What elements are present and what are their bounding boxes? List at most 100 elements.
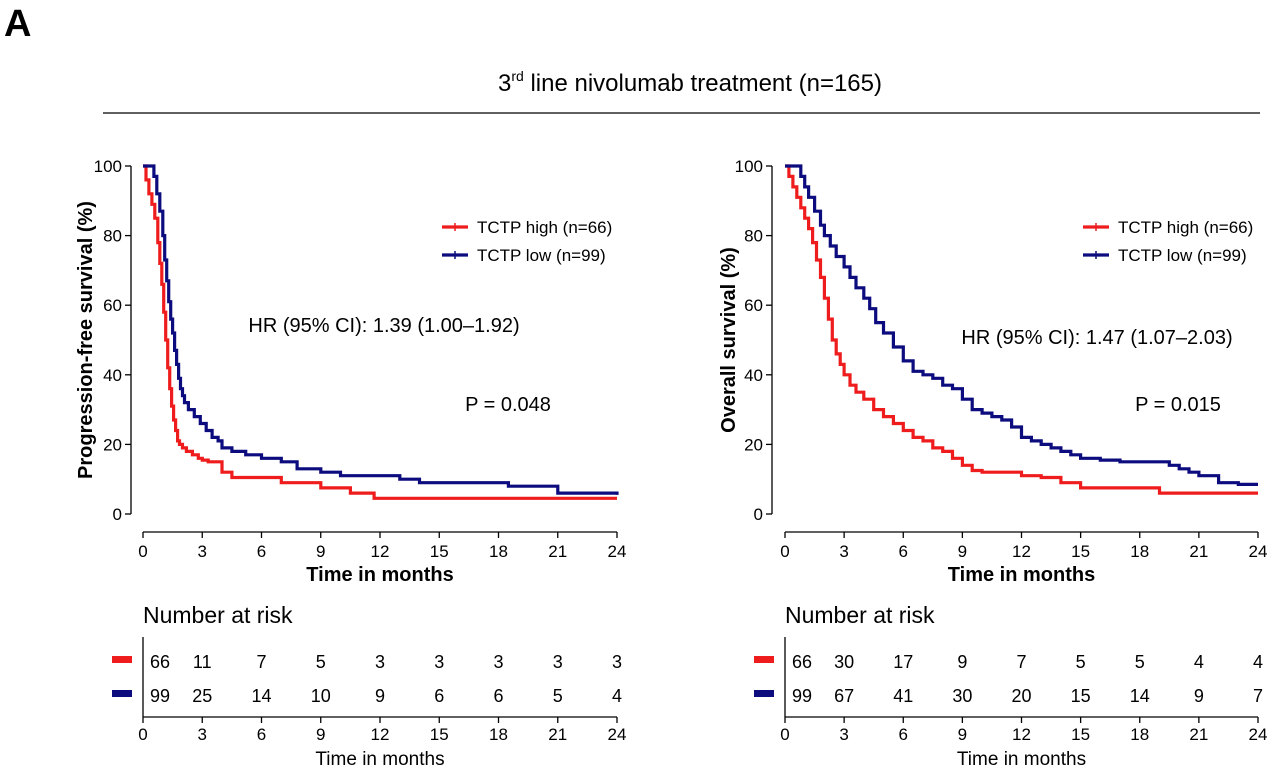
risk-count: 3 bbox=[434, 652, 444, 672]
x-tick-label: 12 bbox=[1012, 542, 1031, 561]
risk-count: 5 bbox=[316, 652, 326, 672]
risk-x-tick-label: 3 bbox=[198, 725, 207, 744]
risk-x-tick-label: 18 bbox=[1130, 725, 1149, 744]
risk-count: 15 bbox=[1071, 686, 1091, 706]
risk-count: 66 bbox=[792, 652, 812, 672]
risk-count: 4 bbox=[1194, 652, 1204, 672]
risk-count: 7 bbox=[256, 652, 266, 672]
risk-count: 66 bbox=[150, 652, 170, 672]
risk-count: 30 bbox=[952, 686, 972, 706]
y-tick-label: 80 bbox=[744, 227, 763, 246]
risk-x-axis-label: Time in months bbox=[315, 749, 444, 770]
x-tick-label: 6 bbox=[257, 542, 266, 561]
risk-x-tick-label: 21 bbox=[548, 725, 567, 744]
x-tick-label: 18 bbox=[489, 542, 508, 561]
hazard-ratio-annotation: HR (95% CI): 1.47 (1.07–2.03) bbox=[961, 327, 1232, 349]
risk-count: 25 bbox=[192, 686, 212, 706]
y-tick-label: 20 bbox=[744, 435, 763, 454]
risk-count: 3 bbox=[612, 652, 622, 672]
y-tick-label: 60 bbox=[103, 296, 122, 315]
risk-row-swatch bbox=[112, 690, 132, 697]
y-axis-label: Progression-free survival (%) bbox=[75, 201, 97, 479]
risk-count: 14 bbox=[251, 686, 271, 706]
risk-count: 6 bbox=[434, 686, 444, 706]
risk-count: 7 bbox=[1253, 686, 1263, 706]
x-axis-label: Time in months bbox=[948, 564, 1095, 586]
y-tick-label: 0 bbox=[113, 505, 122, 524]
risk-count: 20 bbox=[1011, 686, 1031, 706]
x-axis-label: Time in months bbox=[306, 564, 453, 586]
risk-count: 41 bbox=[893, 686, 913, 706]
survival-curve-high bbox=[785, 164, 1258, 495]
risk-table-title: Number at risk bbox=[143, 602, 293, 628]
y-tick-label: 0 bbox=[754, 505, 763, 524]
y-tick-label: 20 bbox=[103, 435, 122, 454]
risk-count: 9 bbox=[957, 652, 967, 672]
y-tick-label: 40 bbox=[744, 366, 763, 385]
risk-x-tick-label: 24 bbox=[1249, 725, 1268, 744]
x-tick-label: 12 bbox=[371, 542, 390, 561]
x-tick-label: 3 bbox=[839, 542, 848, 561]
y-axis-label: Overall survival (%) bbox=[718, 247, 740, 433]
risk-x-tick-label: 0 bbox=[780, 725, 789, 744]
risk-x-tick-label: 9 bbox=[316, 725, 325, 744]
x-tick-label: 21 bbox=[1189, 542, 1208, 561]
title-superscript: rd bbox=[511, 68, 523, 84]
risk-table-title: Number at risk bbox=[785, 602, 935, 628]
risk-x-tick-label: 15 bbox=[430, 725, 449, 744]
x-tick-label: 0 bbox=[138, 542, 147, 561]
y-tick-label: 100 bbox=[94, 157, 122, 176]
panel-letter: A bbox=[4, 3, 31, 45]
p-value-annotation: P = 0.015 bbox=[1135, 394, 1221, 416]
risk-x-tick-label: 24 bbox=[608, 725, 627, 744]
x-tick-label: 18 bbox=[1130, 542, 1149, 561]
risk-count: 6 bbox=[493, 686, 503, 706]
hazard-ratio-annotation: HR (95% CI): 1.39 (1.00–1.92) bbox=[248, 315, 519, 337]
risk-x-axis-label: Time in months bbox=[957, 749, 1086, 770]
figure-title: 3rd line nivolumab treatment (n=165) bbox=[498, 68, 882, 97]
risk-x-tick-label: 21 bbox=[1189, 725, 1208, 744]
risk-count: 4 bbox=[612, 686, 622, 706]
risk-x-tick-label: 12 bbox=[371, 725, 390, 744]
risk-count: 99 bbox=[150, 686, 170, 706]
risk-count: 3 bbox=[553, 652, 563, 672]
risk-count: 4 bbox=[1253, 652, 1263, 672]
risk-x-tick-label: 3 bbox=[839, 725, 848, 744]
risk-count: 67 bbox=[834, 686, 854, 706]
x-tick-label: 15 bbox=[1071, 542, 1090, 561]
survival-curve-high bbox=[143, 164, 617, 500]
legend-label: TCTP high (n=66) bbox=[477, 218, 612, 237]
risk-x-tick-label: 6 bbox=[899, 725, 908, 744]
risk-count: 17 bbox=[893, 652, 913, 672]
legend-label: TCTP low (n=99) bbox=[477, 246, 606, 265]
risk-count: 3 bbox=[375, 652, 385, 672]
x-tick-label: 0 bbox=[780, 542, 789, 561]
risk-count: 5 bbox=[1135, 652, 1145, 672]
risk-row-swatch bbox=[754, 690, 774, 697]
x-tick-label: 3 bbox=[198, 542, 207, 561]
y-tick-label: 40 bbox=[103, 366, 122, 385]
title-rest: line nivolumab treatment (n=165) bbox=[524, 70, 882, 97]
survival-curve-low bbox=[785, 164, 1258, 486]
risk-count: 30 bbox=[834, 652, 854, 672]
x-tick-label: 21 bbox=[548, 542, 567, 561]
legend-label: TCTP low (n=99) bbox=[1118, 246, 1247, 265]
title-prefix: 3 bbox=[498, 70, 511, 97]
risk-row-swatch bbox=[112, 656, 132, 663]
risk-x-tick-label: 0 bbox=[138, 725, 147, 744]
legend-label: TCTP high (n=66) bbox=[1118, 218, 1253, 237]
risk-count: 10 bbox=[311, 686, 331, 706]
risk-count: 99 bbox=[792, 686, 812, 706]
risk-x-tick-label: 18 bbox=[489, 725, 508, 744]
x-tick-label: 9 bbox=[958, 542, 967, 561]
risk-count: 9 bbox=[1194, 686, 1204, 706]
x-tick-label: 9 bbox=[316, 542, 325, 561]
p-value-annotation: P = 0.048 bbox=[465, 394, 551, 416]
x-tick-label: 15 bbox=[430, 542, 449, 561]
x-tick-label: 6 bbox=[899, 542, 908, 561]
survival-curve-low bbox=[143, 164, 619, 495]
risk-row-swatch bbox=[754, 656, 774, 663]
x-tick-label: 24 bbox=[1249, 542, 1268, 561]
